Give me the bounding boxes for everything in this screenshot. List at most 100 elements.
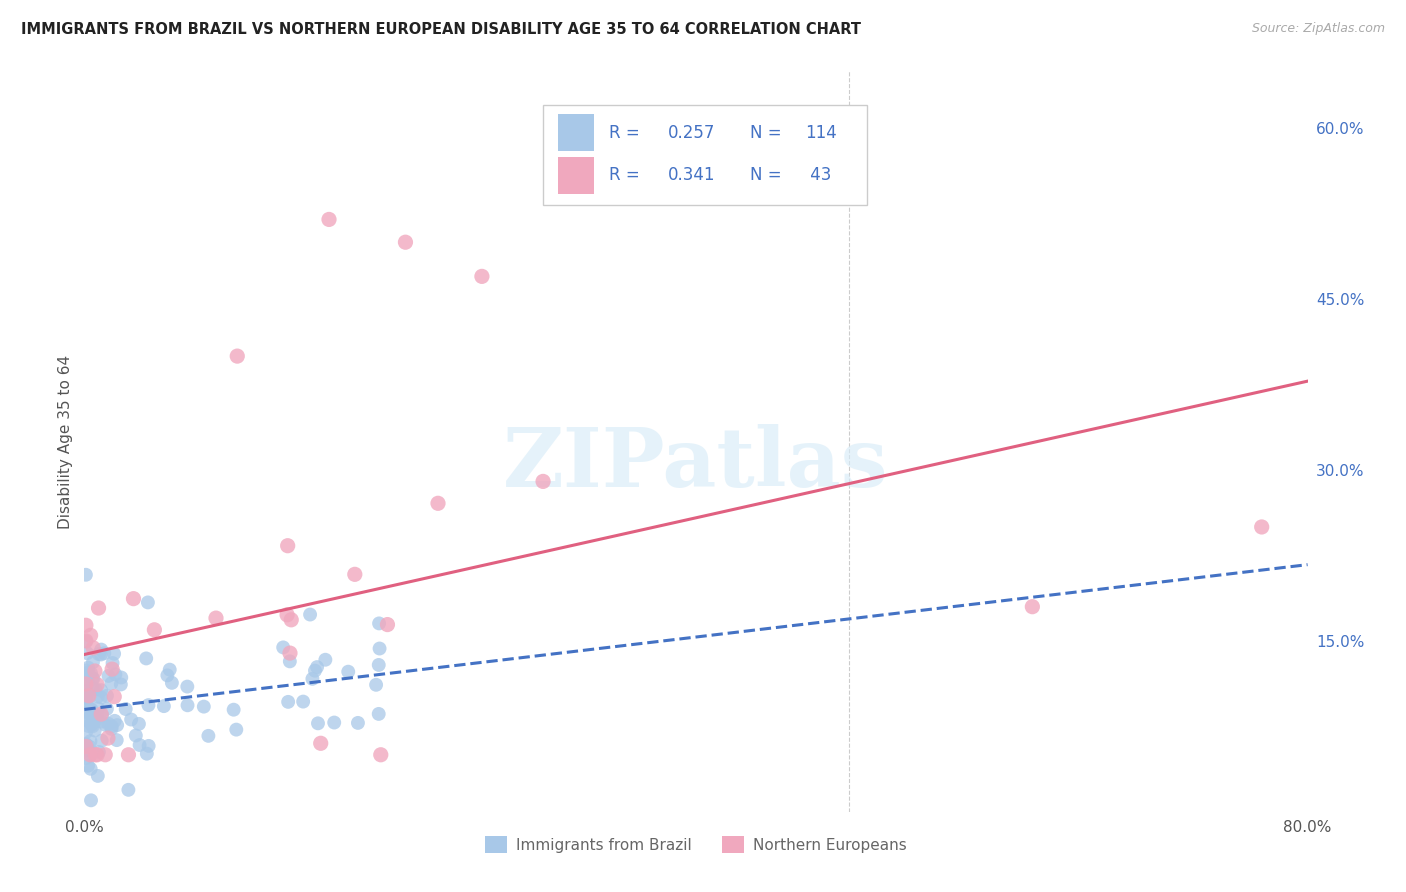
Point [368, 641, 391, 656]
Point [96, 689, 118, 703]
Point [86, 690, 108, 704]
Point [75, 634, 97, 648]
Point [135, 747, 157, 761]
Point [104, 714, 127, 728]
Point [75, 689, 97, 703]
Point [80, 666, 103, 681]
Point [82, 672, 104, 686]
Point [347, 715, 370, 730]
Point [77, 741, 100, 756]
Point [314, 653, 336, 667]
Point [93, 646, 115, 660]
Point [110, 677, 132, 691]
Point [90, 707, 112, 722]
Point [427, 496, 450, 510]
Point [76, 673, 98, 687]
Point [90, 648, 112, 662]
Point [80, 711, 103, 725]
Point [84, 714, 107, 728]
Point [104, 667, 127, 681]
Text: IMMIGRANTS FROM BRAZIL VS NORTHERN EUROPEAN DISABILITY AGE 35 TO 64 CORRELATION : IMMIGRANTS FROM BRAZIL VS NORTHERN EUROP… [21, 22, 860, 37]
Point [77, 660, 100, 674]
Point [94, 747, 117, 762]
Point [193, 699, 215, 714]
Point [77, 692, 100, 706]
Point [292, 695, 315, 709]
Point [87, 769, 110, 783]
Point [75, 713, 97, 727]
Text: ZIPatlas: ZIPatlas [503, 424, 889, 504]
Point [159, 663, 181, 677]
Point [84, 682, 107, 697]
Point [377, 617, 399, 632]
Point [156, 668, 179, 682]
Point [136, 595, 159, 609]
Point [271, 640, 294, 655]
Point [82, 681, 104, 695]
Point [105, 718, 128, 732]
Point [103, 647, 125, 661]
Point [87, 701, 110, 715]
Point [101, 662, 124, 676]
Point [343, 567, 366, 582]
Point [75, 567, 97, 582]
Point [301, 672, 323, 686]
Point [197, 729, 219, 743]
Point [222, 703, 245, 717]
Point [76, 684, 98, 698]
Legend: Immigrants from Brazil, Northern Europeans: Immigrants from Brazil, Northern Europea… [479, 830, 912, 860]
Point [87, 647, 110, 661]
Point [531, 475, 554, 489]
Point [114, 702, 136, 716]
Point [90, 683, 112, 698]
Point [100, 719, 122, 733]
Point [76, 739, 98, 753]
Point [226, 349, 249, 363]
Point [277, 695, 299, 709]
Point [80, 717, 103, 731]
Point [75, 751, 97, 765]
Point [75, 738, 97, 752]
Point [86, 747, 108, 762]
Text: 114: 114 [804, 124, 837, 142]
Text: R =: R = [609, 124, 640, 142]
Point [79, 734, 101, 748]
Point [84, 664, 107, 678]
Point [77, 719, 100, 733]
Point [1021, 599, 1043, 614]
Point [117, 747, 139, 762]
Point [394, 235, 416, 250]
Point [94, 718, 117, 732]
Point [101, 656, 124, 670]
Point [90, 642, 112, 657]
Point [304, 664, 326, 678]
Point [323, 715, 346, 730]
Point [205, 611, 228, 625]
Text: Source: ZipAtlas.com: Source: ZipAtlas.com [1251, 22, 1385, 36]
Point [75, 739, 97, 754]
Text: N =: N = [749, 166, 782, 184]
Point [75, 664, 97, 678]
Text: 43: 43 [804, 166, 831, 184]
Point [77, 689, 100, 703]
Bar [558, 156, 595, 194]
Point [79, 747, 101, 762]
Point [225, 723, 247, 737]
Point [79, 762, 101, 776]
Bar [558, 114, 595, 152]
Point [110, 671, 132, 685]
Point [309, 736, 332, 750]
Point [117, 782, 139, 797]
Point [79, 628, 101, 642]
Point [76, 646, 98, 660]
Point [105, 733, 128, 747]
Point [276, 607, 298, 622]
Point [80, 703, 103, 717]
Point [1250, 520, 1272, 534]
Point [370, 747, 392, 762]
Point [75, 618, 97, 632]
Point [82, 640, 104, 655]
Point [91, 708, 114, 723]
Point [82, 672, 104, 686]
Point [122, 591, 145, 606]
